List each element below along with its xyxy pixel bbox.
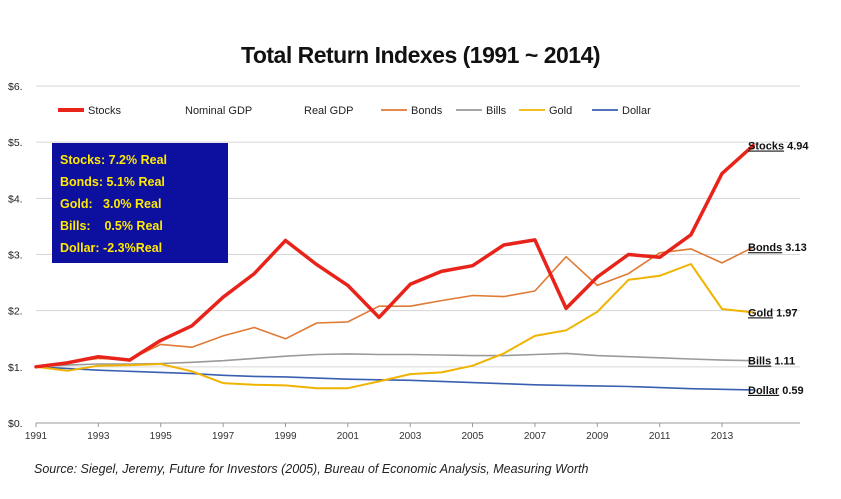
y-tick-label: $4. [8,193,23,205]
x-tick-label: 1991 [25,431,48,442]
end-label-stocks: Stocks 4.94 [748,141,809,153]
x-tick-label: 2013 [711,431,734,442]
x-tick-label: 2005 [461,431,484,442]
y-tick-label: $0. [8,418,23,430]
series-line-bonds [35,246,755,368]
x-tick-label: 1993 [87,431,110,442]
end-label-bills: Bills 1.11 [748,356,795,368]
y-tick-label: $1. [8,362,23,374]
annotation-line: Stocks: 7.2% Real [60,153,167,167]
chart-title: Total Return Indexes (1991 ~ 2014) [240,42,601,68]
series-line-gold [35,263,755,390]
source-note: Source: Siegel, Jeremy, Future for Inves… [34,462,589,476]
legend-label: Nominal GDP [185,105,252,117]
annotation-line: Dollar: -2.3%Real [60,241,163,255]
legend-label: Real GDP [304,105,354,117]
annotation-line: Gold: 3.0% Real [60,197,162,211]
legend-label: Stocks [88,105,122,117]
x-tick-label: 1995 [150,431,173,442]
legend-label: Bonds [411,105,443,117]
end-label-gold: Gold 1.97 [748,307,798,319]
x-tick-label: 1997 [212,431,235,442]
annotation-line: Bills: 0.5% Real [60,219,163,233]
annotation-line: Bonds: 5.1% Real [60,175,165,189]
y-tick-label: $2. [8,306,23,318]
series-line-dollar [35,365,755,391]
x-tick-label: 2001 [337,431,360,442]
x-tick-label: 2007 [524,431,547,442]
legend-label: Bills [486,105,507,117]
y-tick-label: $3. [8,250,23,262]
y-tick-label: $6. [8,81,23,93]
y-tick-label: $5. [8,137,23,149]
legend-label: Dollar [622,105,651,117]
x-tick-label: 1999 [274,431,297,442]
x-tick-label: 2011 [649,431,671,442]
end-label-dollar: Dollar 0.59 [748,385,804,397]
x-tick-label: 2009 [586,431,609,442]
real-return-annotation-box: Stocks: 7.2% Real Bonds: 5.1% Real Gold:… [52,143,228,263]
end-label-bonds: Bonds 3.13 [748,242,807,254]
legend-label: Gold [549,105,572,117]
series-line-stocks [34,143,755,369]
x-tick-label: 2003 [399,431,422,442]
